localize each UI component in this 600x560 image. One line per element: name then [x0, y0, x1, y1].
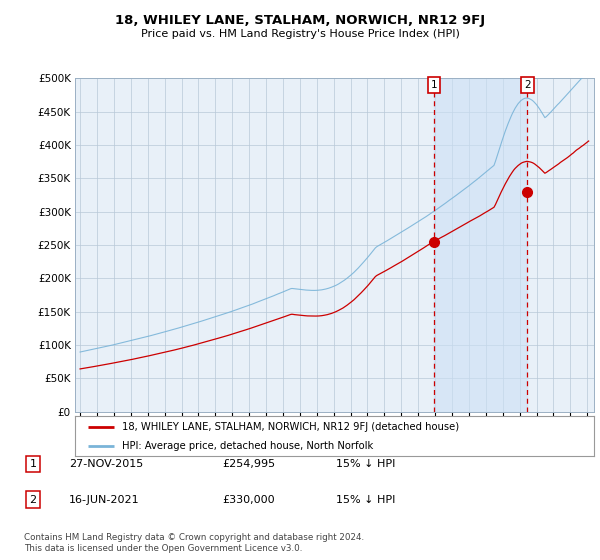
Text: Contains HM Land Registry data © Crown copyright and database right 2024.
This d: Contains HM Land Registry data © Crown c… — [24, 533, 364, 553]
Text: Price paid vs. HM Land Registry's House Price Index (HPI): Price paid vs. HM Land Registry's House … — [140, 29, 460, 39]
Text: 18, WHILEY LANE, STALHAM, NORWICH, NR12 9FJ (detached house): 18, WHILEY LANE, STALHAM, NORWICH, NR12 … — [122, 422, 459, 432]
Text: £330,000: £330,000 — [222, 494, 275, 505]
Text: 1: 1 — [430, 81, 437, 90]
Text: 2: 2 — [29, 494, 37, 505]
Text: 2: 2 — [524, 81, 531, 90]
Text: 27-NOV-2015: 27-NOV-2015 — [69, 459, 143, 469]
Text: £254,995: £254,995 — [222, 459, 275, 469]
Text: 1: 1 — [29, 459, 37, 469]
Text: 15% ↓ HPI: 15% ↓ HPI — [336, 494, 395, 505]
Text: 15% ↓ HPI: 15% ↓ HPI — [336, 459, 395, 469]
Text: HPI: Average price, detached house, North Norfolk: HPI: Average price, detached house, Nort… — [122, 441, 373, 451]
Text: 18, WHILEY LANE, STALHAM, NORWICH, NR12 9FJ: 18, WHILEY LANE, STALHAM, NORWICH, NR12 … — [115, 14, 485, 27]
Text: 16-JUN-2021: 16-JUN-2021 — [69, 494, 140, 505]
